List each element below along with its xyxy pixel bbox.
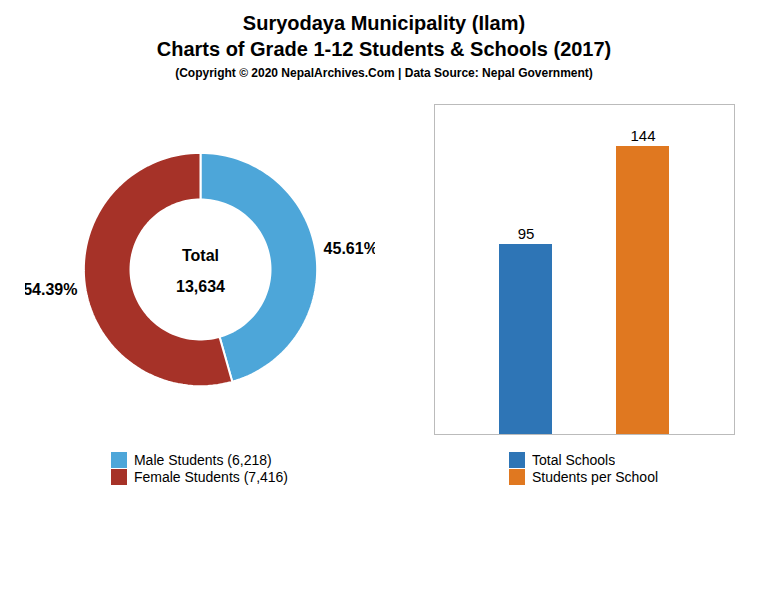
svg-text:95: 95 <box>517 225 534 242</box>
svg-text:Total: Total <box>181 247 218 264</box>
html-text:Male Students (6,218): Male Students (6,218) <box>134 452 272 468</box>
svg-text:13,634: 13,634 <box>176 278 225 295</box>
html-text:(Copyright © 2020 NepalArchive: (Copyright © 2020 NepalArchives.Com | Da… <box>175 66 593 80</box>
svg-text:54.39%: 54.39% <box>25 281 77 298</box>
html-text:Female Students (7,416): Female Students (7,416) <box>134 469 288 485</box>
svg-text:144: 144 <box>630 127 655 144</box>
html-text:Suryodaya Municipality (Ilam): Suryodaya Municipality (Ilam) Charts of … <box>156 12 612 60</box>
html-text:Total Schools: Total Schools <box>532 452 616 468</box>
svg-text:45.61%: 45.61% <box>323 240 374 257</box>
html-text:Students per School: Students per School <box>532 469 658 485</box>
